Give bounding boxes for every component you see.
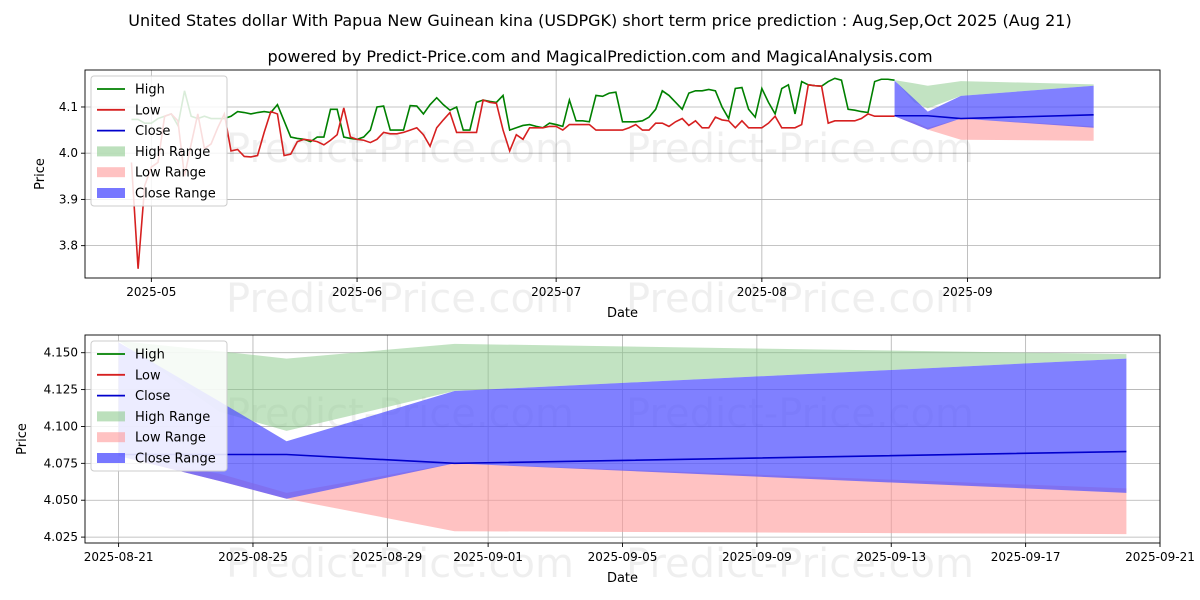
legend-close-range-label: Close Range — [135, 452, 216, 467]
legend: High Low Close High Range Low Range Close Ran… — [90, 340, 228, 472]
legend-high-range-swatch — [97, 411, 125, 422]
plot-frame — [84, 69, 1161, 279]
legend: High Low Close High Range Low Range Close Ran… — [90, 75, 228, 207]
high-range-band — [894, 80, 1094, 109]
legend-high-range-swatch — [97, 146, 125, 157]
x-tick-label: 2025-08 — [737, 285, 787, 299]
x-tick-label: 2025-09-21 — [1125, 550, 1195, 564]
legend-low-range-swatch — [97, 167, 125, 178]
y-tick-label: 4.1 — [59, 100, 78, 114]
x-tick-label: 2025-09-17 — [991, 550, 1061, 564]
low-range-band — [118, 455, 1127, 535]
legend-high-label: High — [135, 83, 165, 98]
x-tick-label: 2025-09-01 — [453, 550, 523, 564]
chart-title: United States dollar With Papua New Guin… — [128, 11, 1071, 30]
low-series-line — [130, 83, 895, 269]
x-axis-label: Date — [607, 571, 638, 586]
legend-low-label: Low — [135, 368, 161, 383]
legend-high-label: High — [135, 348, 165, 363]
x-tick-label: 2025-07 — [531, 285, 581, 299]
legend-low-range-label: Low Range — [135, 431, 206, 446]
chart-subtitle: powered by Predict-Price.com and Magical… — [267, 47, 932, 66]
x-tick-label: 2025-09-05 — [588, 550, 658, 564]
y-tick-label: 4.075 — [44, 456, 78, 470]
plot-area — [118, 340, 1127, 535]
x-axis-label: Date — [607, 306, 638, 321]
x-tick-label: 2025-08-25 — [218, 550, 288, 564]
legend-close-range-swatch — [97, 453, 125, 463]
legend-close-range-swatch — [97, 188, 125, 198]
legend-high-range-label: High Range — [135, 145, 210, 160]
watermark-text: Predict-Price.com — [226, 541, 574, 587]
y-tick-label: 4.150 — [44, 346, 78, 360]
y-tick-label: 4.025 — [44, 530, 78, 544]
x-tick-label: 2025-08-21 — [84, 550, 154, 564]
x-tick-label: 2025-08-29 — [352, 550, 422, 564]
y-tick-label: 4.050 — [44, 493, 78, 507]
y-axis-label: Price — [15, 423, 30, 455]
watermark-text: Predict-Price.com — [626, 541, 974, 587]
y-tick-label: 4.125 — [44, 383, 78, 397]
x-tick-label: 2025-06 — [332, 285, 382, 299]
y-axis-label: Price — [33, 158, 48, 190]
legend-close-range-label: Close Range — [135, 187, 216, 202]
plot-area — [130, 77, 1094, 269]
forecast-chart: Predict-Price.comPredict-Price.comPredic… — [15, 334, 1195, 587]
y-tick-label: 4.0 — [59, 146, 78, 160]
y-tick-label: 4.100 — [44, 419, 78, 433]
watermark-text: Predict-Price.com — [626, 126, 974, 172]
legend-low-label: Low — [135, 103, 161, 118]
low-range-band — [894, 116, 1094, 141]
legend-low-range-label: Low Range — [135, 166, 206, 181]
watermark-text: Predict-Price.com — [626, 276, 974, 322]
y-tick-label: 3.9 — [59, 192, 78, 206]
high-range-band — [118, 340, 1127, 431]
watermark-text: Predict-Price.com — [226, 276, 574, 322]
high-series-line — [131, 77, 895, 143]
legend-close-label: Close — [135, 124, 170, 139]
legend-low-range-swatch — [97, 432, 125, 443]
legend-high-range-label: High Range — [135, 410, 210, 425]
close-series-line — [894, 114, 1094, 120]
x-tick-label: 2025-09-13 — [856, 550, 926, 564]
legend-close-label: Close — [135, 389, 170, 404]
x-tick-label: 2025-09 — [942, 285, 992, 299]
x-tick-label: 2025-05 — [126, 285, 176, 299]
overview-chart: Predict-Price.com Predict-Price.com Predic… — [33, 69, 1161, 322]
x-tick-label: 2025-09-09 — [722, 550, 792, 564]
y-tick-label: 3.8 — [59, 239, 78, 253]
